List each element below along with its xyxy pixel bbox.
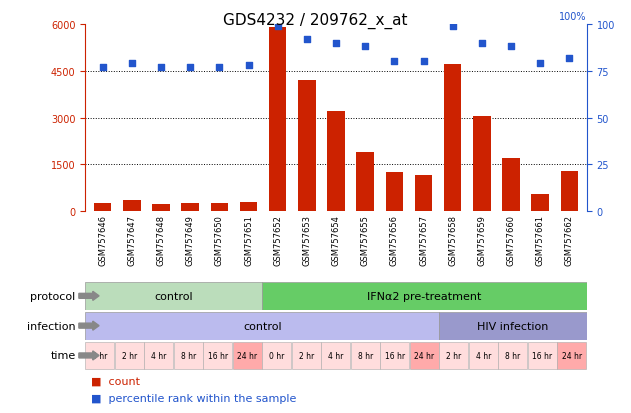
Point — [98, 64, 108, 71]
Bar — [233, 342, 262, 369]
Bar — [439, 312, 587, 340]
Text: 2 hr: 2 hr — [446, 351, 461, 360]
Text: 24 hr: 24 hr — [237, 351, 257, 360]
Text: 0 hr: 0 hr — [92, 351, 107, 360]
Text: 100%: 100% — [559, 12, 587, 22]
Point — [418, 59, 428, 66]
Bar — [498, 342, 528, 369]
Text: ■  count: ■ count — [91, 376, 141, 386]
Point — [273, 24, 283, 30]
Point — [156, 64, 166, 71]
Point — [477, 40, 487, 47]
Point — [244, 63, 254, 69]
Text: control: control — [155, 291, 193, 301]
Text: 16 hr: 16 hr — [532, 351, 552, 360]
Bar — [469, 342, 498, 369]
Bar — [144, 342, 173, 369]
Text: 8 hr: 8 hr — [505, 351, 521, 360]
Bar — [351, 342, 380, 369]
Text: 8 hr: 8 hr — [358, 351, 373, 360]
Bar — [528, 342, 557, 369]
Point — [331, 40, 341, 47]
Bar — [182, 204, 199, 212]
Bar — [240, 203, 257, 212]
Bar — [327, 112, 345, 212]
Point — [535, 61, 545, 67]
Point — [506, 44, 516, 50]
Text: 4 hr: 4 hr — [151, 351, 167, 360]
Bar — [415, 176, 432, 212]
Bar — [174, 342, 203, 369]
Bar — [321, 342, 350, 369]
Bar — [85, 342, 114, 369]
Bar — [262, 342, 291, 369]
Bar — [298, 81, 316, 212]
Bar — [386, 173, 403, 212]
Text: 2 hr: 2 hr — [122, 351, 137, 360]
Text: control: control — [243, 321, 281, 331]
Text: 4 hr: 4 hr — [476, 351, 491, 360]
Point — [185, 64, 195, 71]
Text: 16 hr: 16 hr — [208, 351, 228, 360]
Text: infection: infection — [27, 321, 76, 331]
Bar — [115, 342, 144, 369]
Bar — [85, 312, 439, 340]
Bar — [123, 200, 141, 212]
Text: IFNα2 pre-treatment: IFNα2 pre-treatment — [367, 291, 481, 301]
Text: 4 hr: 4 hr — [328, 351, 343, 360]
Point — [447, 24, 457, 30]
Text: 16 hr: 16 hr — [385, 351, 405, 360]
Text: 8 hr: 8 hr — [180, 351, 196, 360]
Text: GDS4232 / 209762_x_at: GDS4232 / 209762_x_at — [223, 12, 408, 28]
Bar — [560, 171, 578, 212]
Bar — [557, 342, 586, 369]
Text: 24 hr: 24 hr — [414, 351, 434, 360]
Bar — [473, 117, 490, 212]
Point — [302, 36, 312, 43]
Text: 0 hr: 0 hr — [269, 351, 285, 360]
Text: 24 hr: 24 hr — [562, 351, 582, 360]
Text: protocol: protocol — [30, 291, 76, 301]
Bar — [85, 282, 262, 310]
Bar — [269, 28, 286, 212]
Bar — [439, 342, 468, 369]
Bar — [211, 203, 228, 212]
Bar — [94, 203, 112, 212]
Text: ■  percentile rank within the sample: ■ percentile rank within the sample — [91, 393, 297, 403]
Point — [127, 61, 137, 67]
Text: time: time — [50, 351, 76, 361]
Point — [564, 55, 574, 62]
Point — [215, 64, 225, 71]
Point — [360, 44, 370, 50]
Bar — [203, 342, 232, 369]
Bar — [262, 282, 587, 310]
Bar — [410, 342, 439, 369]
Bar — [444, 65, 461, 212]
Text: 2 hr: 2 hr — [298, 351, 314, 360]
Bar — [502, 159, 520, 212]
Text: HIV infection: HIV infection — [478, 321, 549, 331]
Bar — [292, 342, 321, 369]
Bar — [531, 195, 549, 212]
Bar — [380, 342, 409, 369]
Bar — [357, 153, 374, 212]
Point — [389, 59, 399, 66]
Bar — [152, 204, 170, 212]
